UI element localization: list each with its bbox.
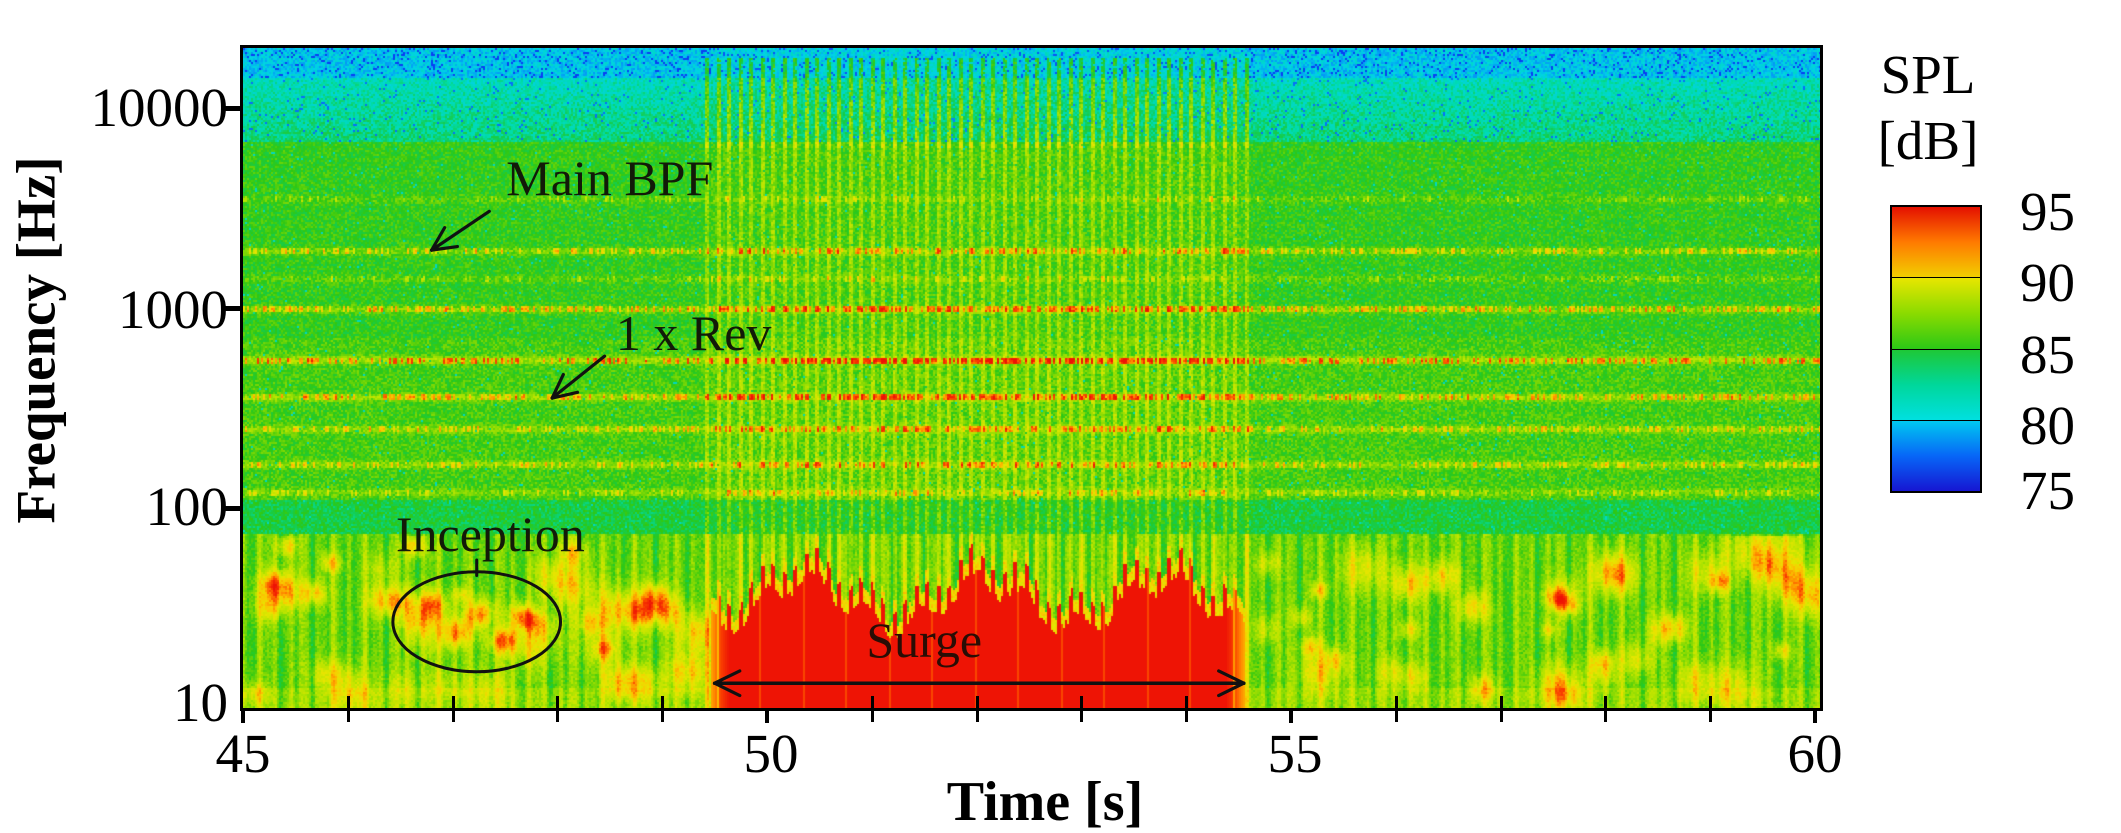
x-minor-tick xyxy=(661,696,665,722)
x-minor-tick xyxy=(1185,696,1189,722)
x-major-tick xyxy=(1813,708,1817,723)
x-minor-tick xyxy=(451,696,455,722)
x-tick-label-55: 55 xyxy=(1267,723,1323,784)
colorbar-tick-85: 85 xyxy=(2020,324,2075,385)
annotation-1x-rev: 1 x Rev xyxy=(615,304,772,361)
x-major-tick xyxy=(1289,708,1293,723)
x-tick-label-45: 45 xyxy=(215,723,271,784)
y-major-tick xyxy=(221,306,243,312)
x-minor-tick xyxy=(346,696,350,722)
x-major-tick xyxy=(765,708,769,723)
colorbar xyxy=(1890,205,1982,493)
x-axis-title: Time [s] xyxy=(946,771,1144,833)
y-major-tick xyxy=(221,506,243,512)
x-minor-tick xyxy=(975,696,979,722)
x-minor-tick xyxy=(1080,696,1084,722)
y-tick-label-100: 100 xyxy=(145,476,229,537)
colorbar-tick-90: 90 xyxy=(2020,252,2075,313)
colorbar-title-db: [dB] xyxy=(1877,110,1979,171)
y-tick-label-10: 10 xyxy=(173,672,228,733)
x-tick-label-60: 60 xyxy=(1787,723,1843,784)
annotation-surge: Surge xyxy=(866,611,983,668)
colorbar-segment-90-85 xyxy=(1892,277,1980,349)
annotation-main-bpf: Main BPF xyxy=(506,149,714,206)
x-minor-tick xyxy=(1394,696,1398,722)
x-minor-tick xyxy=(1499,696,1503,722)
x-minor-tick xyxy=(556,696,560,722)
colorbar-segment-85-80 xyxy=(1892,348,1980,420)
y-major-tick xyxy=(221,106,243,112)
colorbar-title-spl: SPL xyxy=(1880,44,1976,105)
x-minor-tick xyxy=(1604,696,1608,722)
colorbar-tick-75: 75 xyxy=(2020,460,2075,521)
plot-area xyxy=(240,45,1823,711)
x-minor-tick xyxy=(870,696,874,722)
colorbar-tick-80: 80 xyxy=(2020,395,2075,456)
annotation-inception: Inception xyxy=(395,506,585,563)
x-minor-tick xyxy=(1709,696,1713,722)
y-tick-label-1000: 1000 xyxy=(118,279,228,340)
spectrogram-canvas xyxy=(243,48,1820,708)
x-tick-label-50: 50 xyxy=(743,723,799,784)
y-tick-label-10000: 10000 xyxy=(90,77,229,138)
colorbar-segment-80-75 xyxy=(1892,419,1980,491)
colorbar-tick-95: 95 xyxy=(2020,181,2075,242)
colorbar-segment-95-90 xyxy=(1892,207,1980,278)
x-major-tick xyxy=(241,708,245,723)
